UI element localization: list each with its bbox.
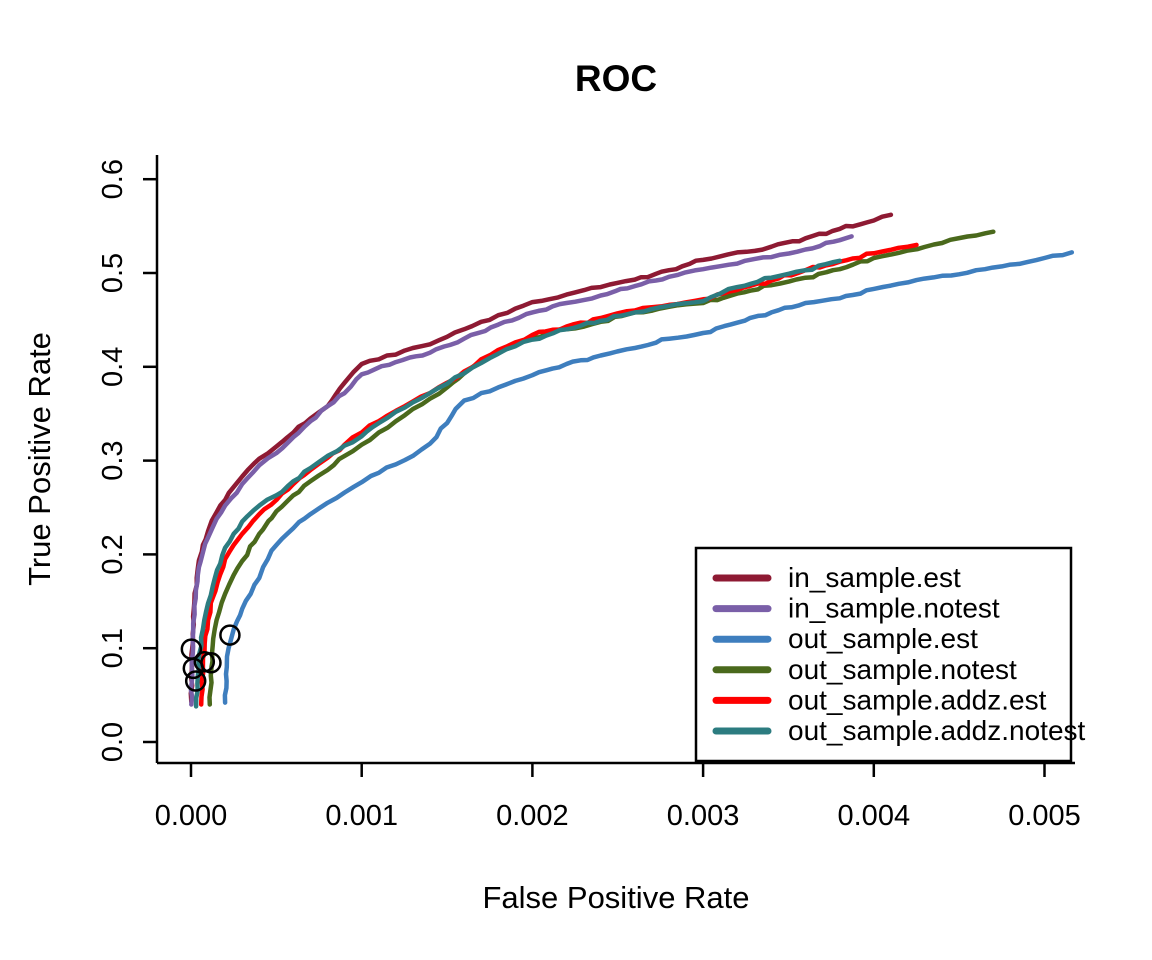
x-tick-label: 0.000 (155, 800, 228, 832)
legend-label-in_sample.est: in_sample.est (788, 562, 961, 593)
y-tick-label: 0.1 (97, 628, 129, 668)
x-axis-title: False Positive Rate (482, 880, 750, 915)
x-tick-label: 0.001 (325, 800, 398, 832)
x-tick-label: 0.002 (496, 800, 569, 832)
y-tick-label: 0.4 (97, 347, 129, 387)
threshold-marker-circle (193, 651, 216, 673)
threshold-marker-circle (184, 670, 207, 692)
y-tick-label: 0.2 (97, 534, 129, 574)
legend-label-in_sample.notest: in_sample.notest (788, 593, 1000, 624)
axes: 0.000 0.001 0.002 0.003 0.004 0.005 0.0 0.1 0.2 0… (97, 155, 1081, 832)
x-tick-label: 0.005 (1008, 800, 1081, 832)
legend-label-out_sample.addz.est: out_sample.addz.est (788, 684, 1047, 715)
x-tick-label: 0.003 (667, 800, 740, 832)
legend: in_sample.estin_sample.notestout_sample.… (694, 546, 1086, 763)
legend-label-out_sample.est: out_sample.est (788, 623, 978, 654)
legend-label-out_sample.addz.notest: out_sample.addz.notest (788, 715, 1086, 746)
y-tick-label: 0.6 (97, 159, 129, 199)
y-tick-label: 0.0 (97, 722, 129, 762)
y-tick-label: 0.5 (97, 253, 129, 293)
threshold-marker-circle (182, 657, 205, 680)
legend-label-out_sample.notest: out_sample.notest (788, 654, 1017, 685)
x-tick-label: 0.004 (838, 800, 911, 832)
series-line-out_sample.est (222, 250, 1075, 705)
series-line-in_sample.notest (188, 234, 854, 707)
y-axis-title: True Positive Rate (22, 332, 57, 586)
threshold-marker-circle (219, 624, 241, 646)
chart-title: ROC (574, 58, 658, 99)
series-line-out_sample.addz.notest (193, 258, 842, 709)
threshold-markers (180, 624, 241, 692)
series-line-out_sample.addz.est (198, 242, 919, 707)
y-tick-label: 0.3 (97, 440, 129, 480)
legend-box (694, 546, 1073, 763)
